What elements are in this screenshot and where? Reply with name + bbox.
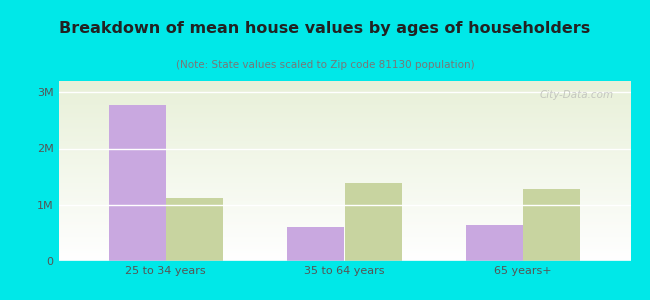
- Bar: [287, 227, 344, 261]
- Text: Breakdown of mean house values by ages of householders: Breakdown of mean house values by ages o…: [59, 21, 591, 36]
- Text: (Note: State values scaled to Zip code 81130 population): (Note: State values scaled to Zip code 8…: [176, 60, 474, 70]
- Text: City-Data.com: City-Data.com: [540, 90, 614, 100]
- Bar: [166, 198, 223, 261]
- Bar: [523, 189, 580, 261]
- Bar: [109, 105, 166, 261]
- Bar: [344, 183, 402, 261]
- Bar: [466, 225, 523, 261]
